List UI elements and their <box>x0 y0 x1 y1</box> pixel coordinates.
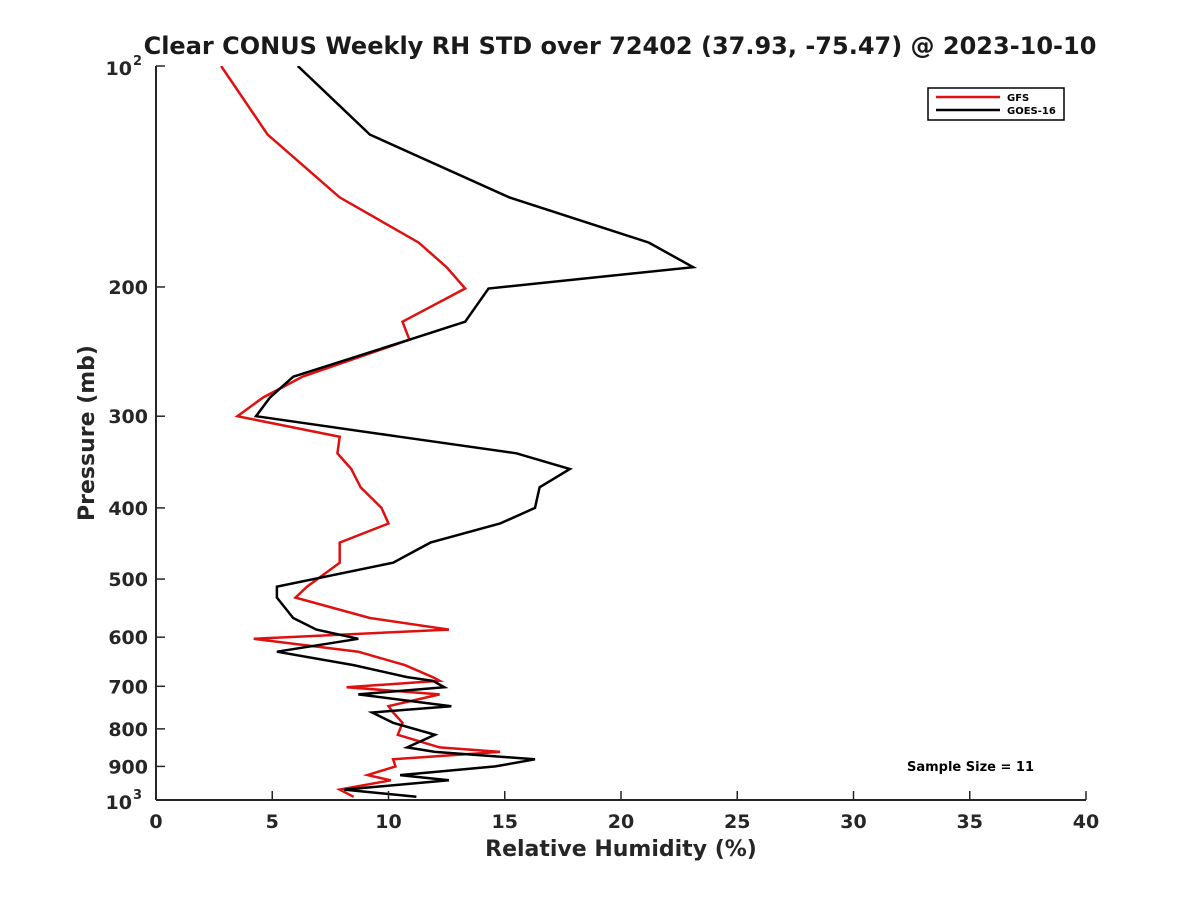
x-ticks: 0 5 10 15 20 25 30 35 40 <box>149 791 1099 833</box>
y-tick-label: 200 <box>108 277 148 299</box>
x-tick-label: 10 <box>375 811 401 833</box>
x-tick-label: 15 <box>492 811 518 833</box>
x-tick-label: 35 <box>957 811 983 833</box>
series-line-gfs <box>220 66 501 798</box>
y-tick-label-exponent: 2 <box>133 54 142 69</box>
x-tick-label: 20 <box>608 811 634 833</box>
y-tick-label: 400 <box>108 498 148 520</box>
x-tick-label: 40 <box>1073 811 1099 833</box>
y-tick-label: 900 <box>108 756 148 778</box>
plot-area: 0 5 10 15 20 25 30 35 40 10 220030040050060070080… <box>106 54 1100 833</box>
y-tick-label: 600 <box>108 627 148 649</box>
legend-label-goes-16: GOES-16 <box>1007 106 1056 117</box>
sample-size-annotation: Sample Size = 11 <box>907 760 1034 775</box>
legend-label-gfs: GFS <box>1007 93 1029 104</box>
series-line-goes-16 <box>253 66 698 799</box>
legend-box <box>927 87 1065 121</box>
y-tick-label: 10 <box>106 792 132 814</box>
series-layer <box>220 66 698 799</box>
y-tick-label: 700 <box>108 676 148 698</box>
x-axis-label: Relative Humidity (%) <box>485 837 757 862</box>
y-tick-label-exponent: 3 <box>133 788 142 803</box>
x-tick-label: 5 <box>266 811 279 833</box>
y-tick-label: 300 <box>108 406 148 428</box>
y-tick-label: 10 <box>106 58 132 80</box>
legend: GFS GOES-16 <box>927 87 1065 121</box>
chart-title: Clear CONUS Weekly RH STD over 72402 (37… <box>144 32 1097 60</box>
x-tick-label: 30 <box>840 811 866 833</box>
y-tick-label: 500 <box>108 569 148 591</box>
y-axis-label: Pressure (mb) <box>75 345 100 521</box>
x-tick-label: 0 <box>149 811 162 833</box>
x-tick-label: 25 <box>724 811 750 833</box>
y-tick-label: 800 <box>108 719 148 741</box>
